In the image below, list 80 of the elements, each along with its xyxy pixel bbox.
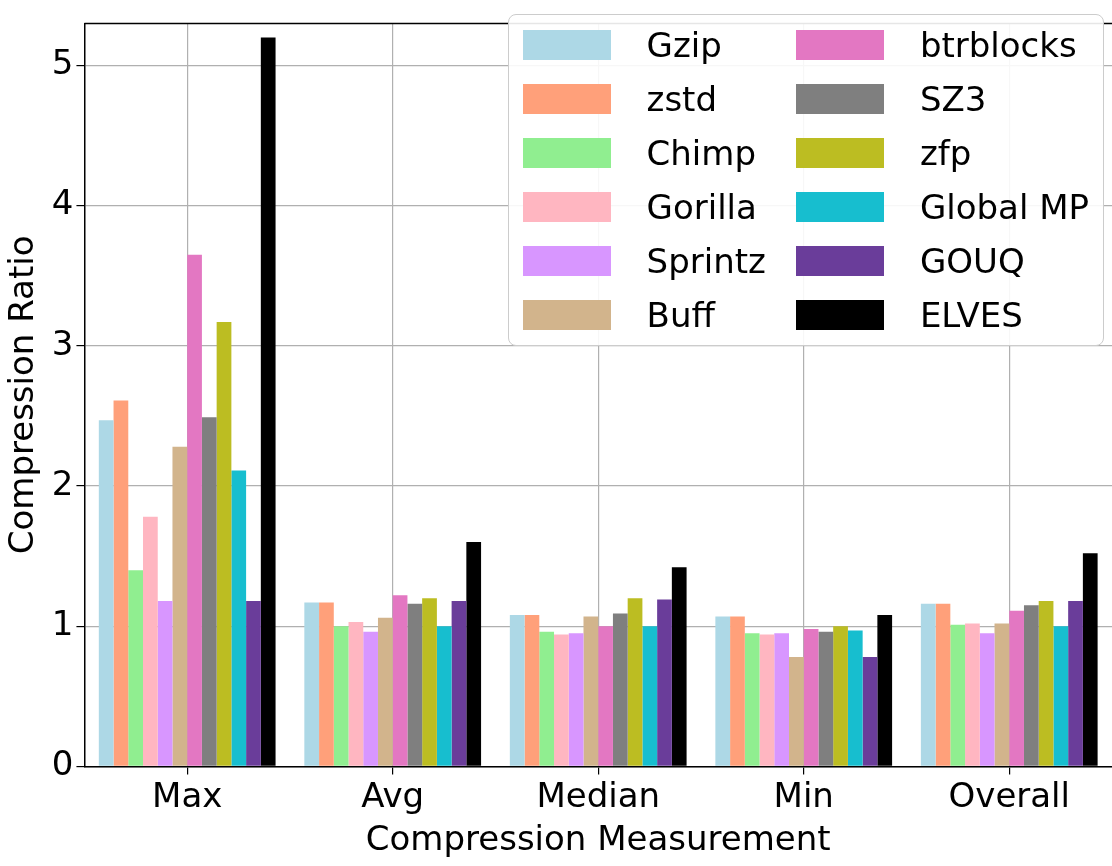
bar: [920, 603, 936, 766]
bar: [348, 622, 364, 766]
bar: [1053, 626, 1069, 766]
y-tick-label: 2: [51, 462, 74, 503]
x-tick-label: Median: [536, 774, 661, 815]
bar: [1023, 605, 1039, 766]
bar: [509, 615, 525, 766]
bar: [568, 633, 584, 766]
x-tick-label: Overall: [948, 774, 1070, 815]
bar: [554, 634, 569, 766]
bar: [436, 626, 452, 766]
bar: [216, 322, 232, 766]
bar: [231, 470, 247, 766]
bar: [979, 633, 995, 766]
bar: [246, 600, 261, 766]
bar: [363, 631, 378, 766]
bar: [392, 595, 408, 766]
y-axis-title: Compression Ratio: [1, 235, 42, 555]
legend-label: Gzip: [646, 25, 722, 65]
bar: [333, 626, 349, 766]
bar: [744, 633, 760, 766]
legend-label: SZ3: [919, 79, 987, 119]
bar: [1009, 610, 1024, 766]
legend-label: Gorilla: [646, 187, 757, 227]
bar: [319, 602, 334, 766]
legend-label: Buff: [646, 295, 715, 335]
bar: [789, 657, 804, 766]
bar: [1068, 600, 1083, 766]
legend-label: Global MP: [919, 187, 1089, 227]
legend-label: btrblocks: [919, 25, 1077, 65]
bar: [965, 623, 980, 766]
bar: [422, 598, 437, 766]
bar: [187, 254, 202, 766]
bar: [759, 634, 775, 766]
bar: [994, 623, 1010, 766]
bar: [304, 602, 320, 766]
legend-label: GOUQ: [919, 241, 1025, 281]
y-tick-label: 4: [51, 182, 74, 223]
bar: [657, 599, 672, 766]
bar: [598, 626, 613, 766]
bar: [627, 598, 643, 766]
bar: [935, 603, 951, 766]
bar: [524, 615, 540, 766]
bar: [862, 657, 878, 766]
x-tick-label: Max: [152, 774, 223, 815]
bar: [583, 616, 599, 766]
y-tick-label: 0: [51, 743, 74, 784]
x-tick-label: Min: [773, 774, 834, 815]
y-tick-label: 1: [51, 603, 74, 644]
bar: [642, 626, 658, 766]
bar: [774, 633, 789, 766]
bar: [950, 624, 966, 766]
legend-label: zstd: [646, 79, 718, 119]
bar: [407, 603, 423, 766]
bar: [98, 420, 114, 766]
bar: [715, 616, 731, 766]
bar: [1038, 600, 1054, 766]
legend-label: Sprintz: [646, 241, 766, 281]
bar: [128, 570, 143, 766]
bar: [612, 613, 628, 766]
bar: [818, 631, 834, 766]
bar: [113, 400, 129, 766]
bar: [201, 417, 217, 766]
y-tick-label: 3: [51, 322, 74, 363]
x-tick-label: Avg: [361, 774, 425, 815]
bar: [730, 616, 745, 766]
legend-label: zfp: [919, 133, 972, 173]
legend-label: ELVES: [919, 295, 1023, 335]
legend-label: Chimp: [646, 133, 756, 173]
x-axis-title: Compression Measurement: [365, 818, 831, 859]
bar: [451, 600, 467, 766]
bar: [143, 516, 158, 766]
bar: [539, 631, 555, 766]
bar: [833, 626, 848, 766]
bar: [172, 446, 188, 766]
bar: [847, 630, 863, 766]
bar: [803, 629, 819, 766]
bar: [377, 617, 393, 766]
y-tick-label: 5: [51, 42, 74, 83]
bar: [157, 600, 173, 766]
